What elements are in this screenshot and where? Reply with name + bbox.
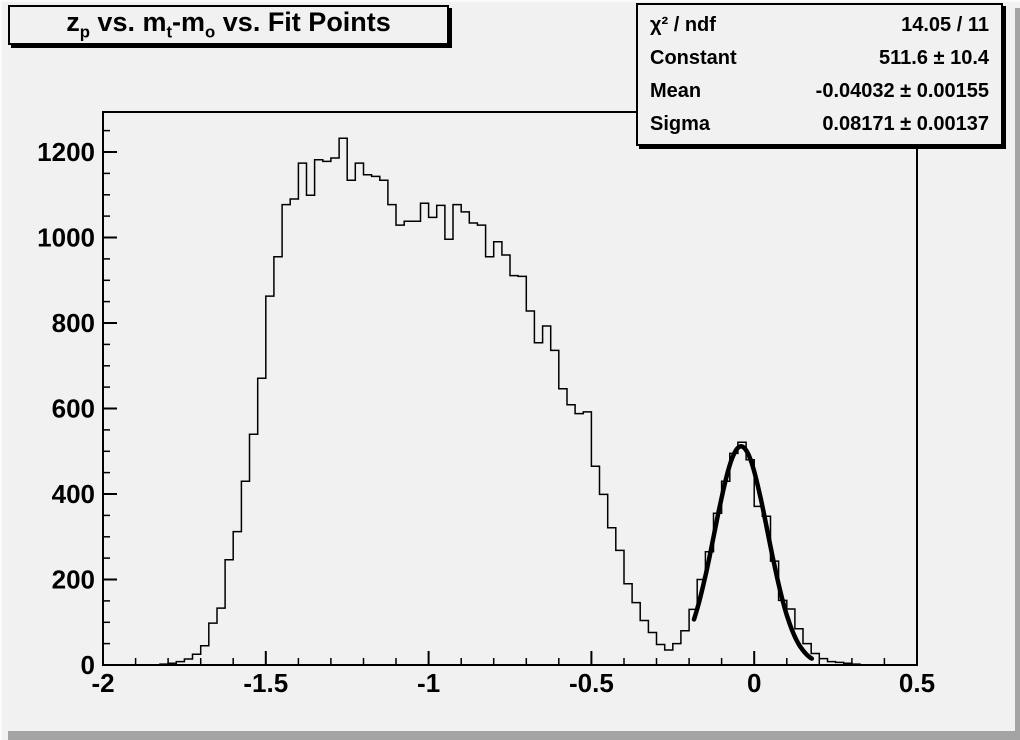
x-tick-label: -1 bbox=[417, 668, 440, 698]
canvas-bevel-shadow-bottom bbox=[8, 731, 1020, 740]
title-segment: vs. m bbox=[89, 7, 167, 38]
y-tick-label: 1200 bbox=[37, 137, 95, 167]
x-tick-label: -1.5 bbox=[243, 668, 288, 698]
gaussian-fit-curve bbox=[691, 444, 815, 661]
x-tick-label: 0.5 bbox=[899, 668, 935, 698]
y-tick-label: 1000 bbox=[37, 223, 95, 253]
title-box: zp vs. mt-mo vs. Fit Points bbox=[8, 5, 449, 45]
stats-box: χ² / ndf 14.05 / 11 Constant 511.6 ± 10.4 Me… bbox=[636, 3, 1003, 146]
stat-value: -0.04032 ± 0.00155 bbox=[815, 79, 989, 102]
stat-label: Mean bbox=[650, 79, 702, 102]
title-subscript: t bbox=[166, 22, 173, 42]
y-tick-label: 600 bbox=[52, 394, 95, 424]
canvas-bevel-highlight-left bbox=[0, 0, 2, 740]
stat-label: Constant bbox=[650, 47, 737, 70]
stat-value: 0.08171 ± 0.00137 bbox=[822, 112, 989, 135]
stat-row: Constant 511.6 ± 10.4 bbox=[650, 48, 989, 68]
x-tick-label: 0 bbox=[747, 668, 761, 698]
histogram-line bbox=[103, 137, 917, 666]
stat-value: 14.05 / 11 bbox=[901, 14, 989, 37]
title-segment: -m bbox=[172, 7, 206, 38]
stat-value: 511.6 ± 10.4 bbox=[879, 47, 989, 70]
canvas-bevel-highlight-top bbox=[0, 0, 1020, 2]
x-tick-label: -2 bbox=[91, 668, 114, 698]
title-subscript: p bbox=[79, 22, 90, 42]
title-segment: z bbox=[66, 7, 80, 38]
plot-title: zp vs. mt-mo vs. Fit Points bbox=[66, 7, 391, 42]
y-tick-label: 0 bbox=[81, 650, 95, 680]
stat-label: χ² / ndf bbox=[650, 14, 716, 37]
stat-row: Mean -0.04032 ± 0.00155 bbox=[650, 81, 989, 101]
canvas-bevel-shadow-right bbox=[1015, 8, 1020, 731]
title-segment: vs. Fit Points bbox=[215, 7, 391, 38]
y-tick-label: 400 bbox=[52, 479, 95, 509]
stat-row: Sigma 0.08171 ± 0.00137 bbox=[650, 114, 989, 134]
y-tick-label: 800 bbox=[52, 308, 95, 338]
title-subscript: o bbox=[205, 22, 216, 42]
stat-label: Sigma bbox=[650, 112, 711, 135]
stat-row: χ² / ndf 14.05 / 11 bbox=[650, 15, 989, 35]
plot-frame bbox=[102, 111, 918, 666]
x-tick-label: -0.5 bbox=[569, 668, 614, 698]
y-tick-label: 200 bbox=[52, 565, 95, 595]
